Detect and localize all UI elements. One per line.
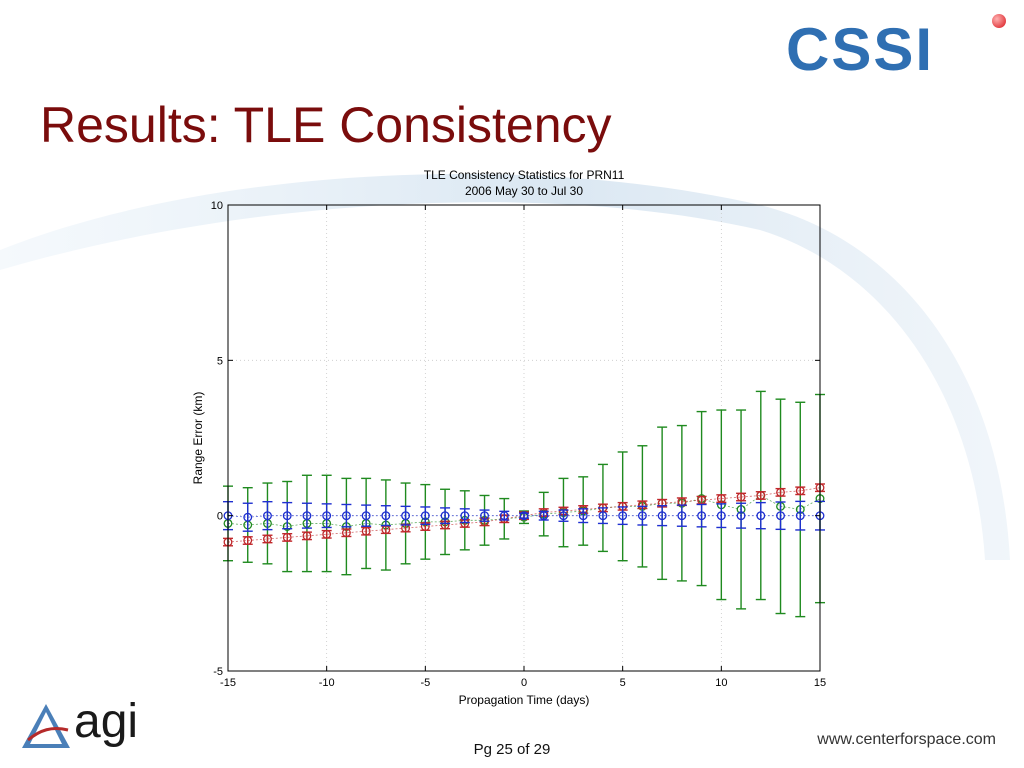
data-point bbox=[302, 531, 312, 541]
axis-ticks: -15 -10 -5 0 5 10 15 -5 0 5 10 bbox=[211, 200, 826, 689]
data-point bbox=[361, 511, 371, 521]
data-point bbox=[716, 511, 726, 521]
data-point bbox=[243, 512, 253, 522]
data-point bbox=[263, 511, 272, 521]
cssi-logo: CSSI bbox=[786, 14, 1006, 84]
data-point bbox=[795, 511, 805, 521]
cssi-logo-text: CSSI bbox=[786, 16, 935, 83]
y-tick-label: -5 bbox=[213, 666, 223, 678]
x-tick-label: -15 bbox=[220, 677, 236, 689]
x-tick-label: 10 bbox=[715, 677, 727, 689]
data-point bbox=[322, 529, 332, 539]
tle-consistency-chart: TLE Consistency Statistics for PRN11 200… bbox=[191, 168, 826, 707]
y-axis-label: Range Error (km) bbox=[191, 392, 205, 485]
data-point bbox=[657, 511, 667, 521]
chart-title: TLE Consistency Statistics for PRN11 bbox=[424, 168, 625, 182]
data-point bbox=[322, 511, 332, 521]
website-url: www.centerforspace.com bbox=[817, 731, 996, 748]
chart-subtitle: 2006 May 30 to Jul 30 bbox=[465, 184, 583, 198]
data-point bbox=[420, 511, 430, 521]
data-point bbox=[756, 491, 766, 500]
data-point bbox=[736, 492, 746, 502]
x-axis-label: Propagation Time (days) bbox=[459, 693, 590, 707]
data-point bbox=[341, 511, 351, 521]
data-point bbox=[598, 511, 608, 521]
agi-logo-text: agi bbox=[74, 695, 139, 748]
data-point bbox=[440, 511, 450, 521]
logo-dot-icon bbox=[992, 14, 1006, 28]
data-point bbox=[756, 511, 766, 521]
y-tick-label: 0 bbox=[217, 511, 223, 523]
data-point bbox=[776, 487, 785, 497]
data-point bbox=[499, 511, 509, 521]
x-tick-label: -5 bbox=[420, 677, 430, 689]
grid-lines bbox=[228, 205, 820, 671]
y-tick-label: 5 bbox=[217, 355, 223, 367]
data-point bbox=[381, 511, 391, 521]
data-point bbox=[361, 526, 371, 536]
data-point bbox=[341, 528, 351, 538]
data-point bbox=[243, 536, 253, 545]
page-number: Pg 25 of 29 bbox=[473, 741, 551, 758]
data-point bbox=[282, 532, 292, 542]
data-point bbox=[637, 511, 647, 521]
data-point bbox=[677, 511, 687, 521]
data-point bbox=[519, 511, 529, 521]
data-point bbox=[559, 511, 568, 521]
data-point bbox=[480, 511, 489, 521]
data-point bbox=[263, 534, 272, 544]
data-point bbox=[302, 511, 312, 521]
data-point bbox=[697, 511, 707, 521]
data-point bbox=[736, 511, 746, 521]
data-point bbox=[795, 486, 805, 496]
x-tick-label: 0 bbox=[521, 677, 527, 689]
agi-logo: agi bbox=[18, 695, 148, 752]
data-point bbox=[578, 511, 588, 521]
data-point bbox=[716, 494, 726, 504]
data-point bbox=[539, 511, 549, 521]
agi-triangle-icon bbox=[22, 704, 70, 748]
x-tick-label: 5 bbox=[620, 677, 626, 689]
data-point bbox=[618, 511, 628, 521]
y-tick-label: 10 bbox=[211, 200, 223, 212]
data-point bbox=[282, 511, 292, 521]
data-point bbox=[401, 511, 411, 521]
x-tick-label: 15 bbox=[814, 677, 826, 689]
data-point bbox=[776, 511, 785, 521]
data-point bbox=[460, 511, 470, 521]
x-tick-label: -10 bbox=[319, 677, 335, 689]
slide-title: Results: TLE Consistency bbox=[40, 97, 612, 153]
